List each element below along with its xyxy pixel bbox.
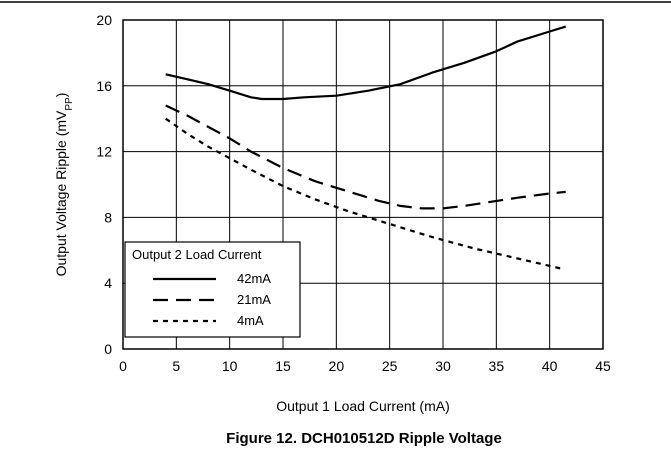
- series-line-4mA: [165, 117, 561, 270]
- y-tick-label-0: 0: [104, 341, 112, 357]
- legend: Output 2 Load Current 42mA 21mA 4mA: [124, 241, 301, 338]
- legend-label-21mA: 21mA: [237, 292, 271, 307]
- figure-caption: Figure 12. DCH010512D Ripple Voltage: [226, 430, 502, 447]
- x-tick-label-1: 5: [172, 358, 180, 374]
- x-tick-label-9: 45: [595, 358, 611, 374]
- series-line-21mA: [165, 104, 566, 210]
- y-tick-label-2: 8: [104, 209, 112, 225]
- legend-title: Output 2 Load Current: [132, 247, 262, 262]
- y-axis-title: Output Voltage Ripple (mVPP): [53, 93, 75, 277]
- series-lines: [165, 25, 567, 270]
- tick-labels: 0 5 10 15 20 25 30 35 40 45 0 4 8 12 16 20: [96, 12, 611, 374]
- x-tick-label-6: 30: [435, 358, 451, 374]
- y-tick-label-5: 20: [96, 12, 112, 28]
- series-line-42mA: [165, 25, 567, 101]
- legend-label-42mA: 42mA: [237, 271, 271, 286]
- x-tick-label-2: 10: [222, 358, 238, 374]
- grid-lines: [123, 20, 603, 349]
- y-axis-title-close: ): [53, 93, 69, 98]
- x-tick-label-8: 40: [542, 358, 558, 374]
- x-tick-label-5: 25: [382, 358, 398, 374]
- x-tick-label-3: 15: [275, 358, 291, 374]
- legend-label-4mA: 4mA: [237, 313, 264, 328]
- y-axis-title-subscript: PP: [64, 97, 75, 111]
- x-axis-title: Output 1 Load Current (mA): [276, 398, 450, 414]
- x-tick-label-0: 0: [119, 358, 127, 374]
- y-tick-label-3: 12: [96, 144, 112, 160]
- plot-frame: [122, 19, 604, 350]
- legend-items: 42mA 21mA 4mA: [153, 271, 271, 328]
- y-tick-label-4: 16: [96, 78, 112, 94]
- x-tick-label-4: 20: [329, 358, 345, 374]
- y-axis-title-main: Output Voltage Ripple (mV: [53, 110, 69, 276]
- y-tick-label-1: 4: [104, 275, 112, 291]
- x-tick-label-7: 35: [489, 358, 505, 374]
